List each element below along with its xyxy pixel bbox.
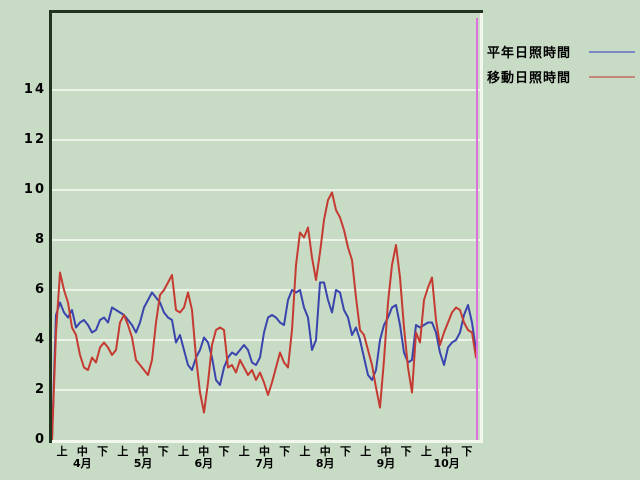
legend-label-normal-sunshine: 平年日照時間 [487, 46, 572, 61]
x-month-label-7月: 7月 [255, 457, 274, 470]
x-period-label-9: 上 [238, 445, 250, 458]
legend-line-swatch-blue [589, 50, 636, 53]
frame-left [49, 10, 52, 443]
x-period-label-17: 下 [400, 445, 412, 458]
x-period-label-12: 上 [299, 445, 311, 458]
x-period-label-3: 上 [117, 445, 129, 458]
x-period-label-15: 上 [360, 445, 372, 458]
x-month-label-9月: 9月 [376, 457, 396, 470]
legend-line-swatch-red [589, 75, 636, 78]
x-month-label-8月: 8月 [315, 457, 335, 470]
x-period-label-20: 下 [461, 445, 473, 458]
y-tick-label-12: 12 [23, 132, 46, 147]
x-period-label-5: 下 [157, 445, 169, 458]
x-period-label-8: 下 [218, 445, 230, 458]
x-period-label-4: 中 [137, 445, 149, 458]
x-period-label-19: 中 [441, 445, 453, 458]
y-tick-label-10: 10 [23, 182, 46, 197]
x-month-label-4月: 4月 [73, 457, 92, 470]
legend-label-moving-sunshine: 移動日照時間 [487, 71, 572, 86]
x-period-label-16: 中 [380, 445, 392, 458]
y-tick-label-2: 2 [34, 382, 46, 397]
frame-right [480, 13, 483, 443]
chart-legend: 平年日照時間 移動日照時間 [487, 41, 636, 91]
x-period-label-11: 下 [279, 445, 291, 458]
frame-top [49, 10, 483, 13]
series-line-moving [51, 191, 477, 441]
x-period-label-1: 中 [76, 445, 88, 458]
x-month-label-10月: 10月 [433, 457, 460, 470]
series-line-normal [51, 281, 477, 441]
x-month-label-5月: 5月 [133, 457, 153, 470]
x-period-label-0: 上 [56, 445, 68, 458]
frame-bottom [52, 440, 483, 443]
y-tick-label-4: 4 [34, 332, 46, 347]
legend-item-normal-sunshine: 平年日照時間 [487, 41, 636, 66]
x-period-label-2: 下 [97, 445, 109, 458]
x-period-label-18: 上 [420, 445, 432, 458]
x-period-label-14: 下 [339, 445, 351, 458]
y-tick-label-8: 8 [34, 232, 46, 247]
x-period-label-10: 中 [259, 445, 270, 458]
x-period-label-13: 中 [319, 445, 331, 458]
legend-item-moving-sunshine: 移動日照時間 [487, 66, 636, 91]
y-tick-label-14: 14 [23, 82, 46, 97]
y-tick-label-6: 6 [34, 282, 46, 297]
x-month-label-6月: 6月 [194, 457, 214, 470]
x-period-label-7: 中 [198, 445, 210, 458]
x-period-label-6: 上 [178, 445, 190, 458]
y-tick-label-0: 0 [34, 432, 46, 447]
